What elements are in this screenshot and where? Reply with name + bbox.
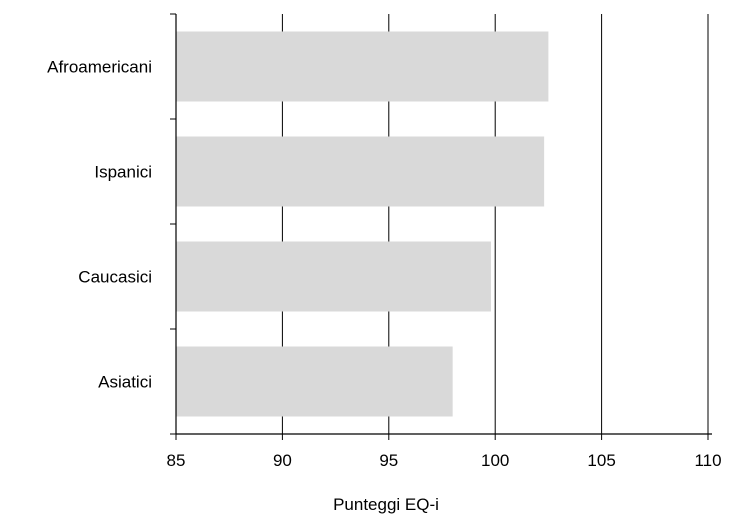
- x-tick-label: 100: [481, 451, 509, 470]
- axes-layer: [170, 13, 712, 440]
- bar-ispanici: [176, 136, 545, 207]
- bar-caucasici: [176, 241, 491, 312]
- y-category-label: Caucasici: [78, 268, 152, 287]
- y-category-label: Asiatici: [98, 373, 152, 392]
- bar-afroamericani: [176, 31, 549, 102]
- x-tick-label: 110: [694, 451, 721, 470]
- x-tick-label: 95: [379, 451, 398, 470]
- y-category-label: Ispanici: [94, 163, 152, 182]
- bar-asiatici: [176, 346, 453, 417]
- y-category-label: Afroamericani: [47, 58, 152, 77]
- x-axis-title: Punteggi EQ-i: [333, 495, 439, 514]
- bars-layer: [176, 31, 549, 417]
- labels-layer: 85 90 95 100 105 110 Afroamericani Ispanici Cauc…: [47, 58, 721, 471]
- x-tick-label: 90: [273, 451, 292, 470]
- x-tick-label: 105: [587, 451, 615, 470]
- x-tick-label: 85: [167, 451, 186, 470]
